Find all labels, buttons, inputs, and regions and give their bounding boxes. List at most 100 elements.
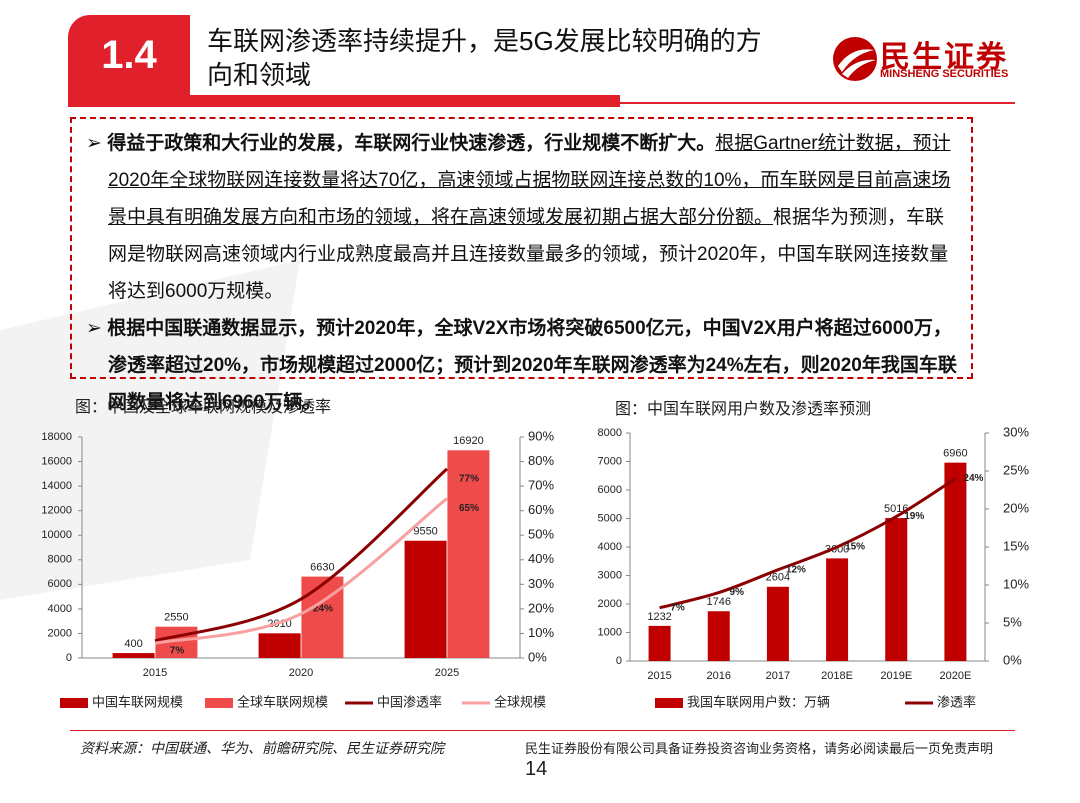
y2-tick-label: 30% <box>1003 424 1029 439</box>
logo-name: 民生证券 <box>880 41 1008 74</box>
data-label: 1746 <box>707 596 731 608</box>
x-tick-label: 2025 <box>435 667 459 679</box>
y2-tick-label: 70% <box>528 478 554 493</box>
bullet: ➢ 根据中国联通数据显示，预计2020年，全球V2X市场将突破6500亿元，中国… <box>86 318 957 413</box>
y2-tick-label: 20% <box>528 600 554 615</box>
underline-text: 根据Gartner统计数据，预计2020年全球物联网连接数量将达70亿，高速领域… <box>108 133 951 228</box>
data-label: 77% <box>459 474 479 485</box>
bar <box>404 540 447 658</box>
y2-tick-label: 10% <box>528 625 554 640</box>
y-tick-label: 7000 <box>598 455 622 467</box>
y-tick-label: 14000 <box>41 480 72 492</box>
y2-tick-label: 60% <box>528 502 554 517</box>
y2-tick-label: 25% <box>1003 462 1029 477</box>
bar <box>944 462 967 661</box>
line-series <box>154 497 448 645</box>
legend-label: 中国车联网规模 <box>92 694 183 709</box>
x-tick-label: 2019E <box>880 670 912 682</box>
bar <box>447 450 490 658</box>
text: 根据华为预测，车联网是物联网高速领域内行业成熟度最高并且连接数量最多的领域，预计… <box>108 207 949 302</box>
bold-text: 根据中国联通数据显示，预计2020年，全球V2X市场将突破6500亿元，中国V2… <box>107 318 957 413</box>
bar <box>826 558 849 661</box>
bar <box>885 518 908 661</box>
y2-tick-label: 90% <box>528 428 554 443</box>
data-label: 24% <box>313 604 333 615</box>
bar <box>766 586 789 661</box>
y-tick-label: 10000 <box>41 529 72 541</box>
y2-tick-label: 5% <box>1003 614 1022 629</box>
header-bar <box>68 95 620 107</box>
legend-label: 全球车联网规模 <box>237 694 328 709</box>
data-label: 65% <box>459 503 479 514</box>
legend-swatch <box>655 698 683 708</box>
disclaimer: 民生证券股份有限公司具备证券投资咨询业务资格，请务必阅读最后一页免责声明 <box>525 741 994 756</box>
y2-tick-label: 50% <box>528 527 554 542</box>
bar <box>648 625 671 661</box>
data-label: 24% <box>963 473 983 484</box>
bullet: ➢ 得益于政策和大行业的发展，车联网行业快速渗透，行业规模不断扩大。根据Gart… <box>86 133 951 302</box>
bullet-box: ➢ 得益于政策和大行业的发展，车联网行业快速渗透，行业规模不断扩大。根据Gart… <box>70 117 973 413</box>
y-tick-label: 18000 <box>41 431 72 443</box>
legend-label: 渗透率 <box>937 694 976 709</box>
source: 资料来源：中国联通、华为、前瞻研究院、民生证券研究院 <box>80 740 444 756</box>
y-tick-label: 6000 <box>598 484 622 496</box>
data-label: 19% <box>904 511 924 522</box>
y-tick-label: 3000 <box>598 569 622 581</box>
y2-tick-label: 20% <box>1003 500 1029 515</box>
y-tick-label: 6000 <box>48 578 72 590</box>
header-line <box>620 102 1015 104</box>
y2-tick-label: 10% <box>1003 576 1029 591</box>
x-tick-label: 2015 <box>143 667 167 679</box>
y-tick-label: 8000 <box>598 427 622 439</box>
bar <box>301 576 344 658</box>
line-series <box>154 467 448 643</box>
logo-english: MINSHENG SECURITIES <box>880 68 1009 80</box>
x-tick-label: 2018E <box>821 670 853 682</box>
x-tick-label: 2016 <box>707 670 731 682</box>
x-tick-label: 2017 <box>766 670 790 682</box>
legend-swatch <box>60 698 88 708</box>
y-tick-label: 16000 <box>41 455 72 467</box>
y2-tick-label: 15% <box>1003 538 1029 553</box>
data-label: 9% <box>730 587 745 598</box>
bar <box>258 633 301 658</box>
x-tick-label: 2015 <box>647 670 671 682</box>
y-tick-label: 0 <box>66 652 72 664</box>
data-label: 6960 <box>943 448 967 460</box>
data-label: 3600 <box>825 543 849 555</box>
legend-swatch <box>205 698 233 708</box>
data-label: 12% <box>786 564 806 575</box>
y-tick-label: 12000 <box>41 505 72 517</box>
y2-tick-label: 0% <box>528 649 547 664</box>
y-tick-label: 2000 <box>598 598 622 610</box>
y-tick-label: 4000 <box>598 541 622 553</box>
y-tick-label: 4000 <box>48 603 72 615</box>
data-label: 1232 <box>647 611 671 623</box>
y-tick-label: 5000 <box>598 512 622 524</box>
y2-tick-label: 0% <box>1003 652 1022 667</box>
y2-tick-label: 30% <box>528 576 554 591</box>
page-number: 14 <box>525 758 548 780</box>
legend-label: 我国车联网用户数：万辆 <box>687 694 830 709</box>
data-label: 2550 <box>164 612 188 624</box>
y-tick-label: 8000 <box>48 554 72 566</box>
x-tick-label: 2020 <box>289 667 313 679</box>
y-tick-label: 1000 <box>598 626 622 638</box>
data-label: 400 <box>124 638 142 650</box>
x-tick-label: 2020E <box>940 670 972 682</box>
bar <box>707 611 730 661</box>
bold-text: 得益于政策和大行业的发展，车联网行业快速渗透，行业规模不断扩大。 <box>107 133 716 154</box>
data-label: 7% <box>670 602 685 613</box>
bar <box>112 653 155 658</box>
y2-tick-label: 80% <box>528 453 554 468</box>
y-tick-label: 0 <box>616 655 622 667</box>
footer-line <box>70 730 1015 731</box>
data-label: 15% <box>845 542 865 553</box>
chart: 图：中国及全球车联网规模及渗透率 0 2000 4000 6000 8000 10000 12… <box>41 398 554 709</box>
y2-tick-label: 40% <box>528 551 554 566</box>
logo-icon <box>833 37 877 81</box>
data-label: 7% <box>170 645 185 656</box>
section-number: 1.4 <box>68 15 190 95</box>
data-label: 9550 <box>413 526 437 538</box>
